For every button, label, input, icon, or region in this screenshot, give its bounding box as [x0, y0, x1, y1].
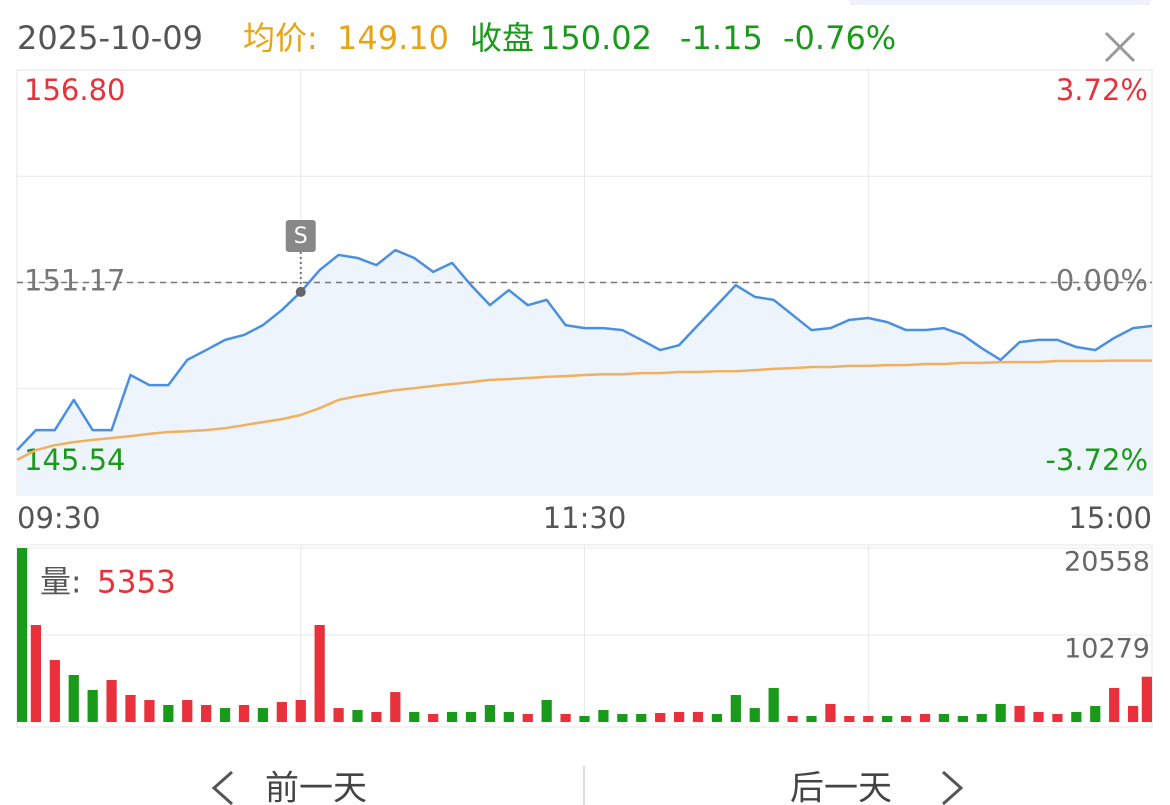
volume-bar: [465, 712, 477, 722]
volume-bar: [182, 699, 193, 722]
avg-price: 149.10: [337, 19, 449, 57]
volume-bar: [749, 708, 760, 722]
volume-bar: [446, 712, 458, 722]
avg-label: 均价:: [243, 19, 318, 57]
volume-bar: [17, 548, 28, 722]
volume-bar: [484, 704, 496, 722]
volume-value: 5353: [97, 565, 176, 601]
volume-bar: [333, 708, 344, 722]
top-strip: [850, 0, 1150, 5]
marker-box: [285, 220, 316, 252]
prev-day: 前一天: [265, 769, 367, 805]
price-area: [17, 250, 1152, 495]
volume-bar: [163, 704, 174, 722]
volume-bar: [787, 715, 798, 722]
volume-bar: [257, 708, 269, 722]
volume-bar: [201, 704, 212, 722]
y-tick-label: 156.80: [24, 73, 125, 107]
volume-bar: [503, 712, 514, 722]
y2-tick-label: -3.72%: [1045, 443, 1148, 477]
volume-bar: [144, 699, 155, 722]
avg-line: [16, 359, 1152, 462]
close-price: 150.02: [540, 19, 652, 57]
volume-bar: [30, 625, 42, 722]
x-tick-label: 15:00: [1068, 501, 1152, 535]
y-tick-label: 10279: [1064, 634, 1150, 665]
volume-bar: [219, 708, 231, 722]
volume-bar: [352, 709, 363, 722]
x-tick-label: 11:30: [543, 501, 627, 535]
volume-bar: [541, 699, 552, 722]
chevron-right: [942, 770, 964, 805]
volume-bar: [68, 675, 79, 722]
volume-bar: [938, 714, 950, 722]
volume-bar: [390, 692, 401, 722]
volume-bar: [238, 704, 250, 722]
volume-bar: [314, 625, 325, 722]
volume-bar: [560, 714, 571, 722]
volume-bar: [295, 699, 306, 722]
volume-bar: [1052, 714, 1063, 722]
date: 2025-10-09: [17, 19, 203, 57]
y-tick-label: 20558: [1064, 547, 1150, 578]
volume-bar: [976, 714, 987, 722]
volume-bar: [768, 687, 779, 722]
volume-bar: [882, 715, 893, 722]
y2-tick-label: 0.00%: [1056, 264, 1148, 298]
x-tick-label: 09:30: [17, 501, 101, 535]
chevron-left: [211, 770, 233, 805]
volume-bar: [730, 695, 741, 722]
volume-bar: [276, 702, 287, 722]
change: -1.15: [680, 19, 763, 57]
volume-bar: [673, 712, 685, 722]
volume-bar: [1127, 706, 1139, 722]
volume-bar: [409, 712, 420, 722]
volume-bar: [1090, 706, 1101, 722]
volume-bar: [617, 714, 628, 722]
next-day-button[interactable]: 后一天: [790, 769, 964, 805]
change-pct: -0.76%: [783, 19, 896, 57]
volume-bar: [598, 709, 609, 722]
volume-bar: [863, 715, 874, 722]
next-day: 后一天: [790, 769, 892, 805]
marker-label: S: [294, 224, 308, 249]
volume-bar: [919, 714, 931, 722]
volume-bar: [1014, 706, 1025, 722]
volume-bar: [806, 715, 817, 722]
volume-bar: [844, 715, 855, 722]
volume-bar: [636, 714, 647, 722]
volume-bar: [825, 703, 836, 722]
volume-bar: [579, 715, 590, 722]
volume-bar: [900, 715, 912, 722]
volume-bar: [995, 703, 1006, 722]
volume-bar: [655, 713, 666, 722]
volume-label: 量:: [40, 565, 81, 601]
volume-bar: [87, 690, 98, 722]
volume-bar: [1141, 676, 1152, 722]
marker-point: [295, 286, 306, 297]
volume-bar: [125, 695, 136, 722]
close-button[interactable]: [1100, 28, 1140, 68]
volume-bar: [428, 714, 439, 722]
volume-bar: [957, 715, 968, 722]
volume-bar: [711, 714, 723, 722]
prev-day-button[interactable]: 前一天: [211, 769, 367, 805]
volume-bar: [371, 712, 382, 722]
price-line: [16, 248, 1153, 451]
volume-bar: [106, 680, 117, 722]
volume-bar: [1033, 712, 1044, 722]
volume-bar: [49, 660, 60, 722]
y2-tick-label: 3.72%: [1056, 73, 1148, 107]
volume-bar: [1071, 712, 1082, 722]
volume-bar: [692, 712, 704, 722]
y-tick-label: 151.17: [24, 264, 125, 298]
volume-bar: [1109, 687, 1120, 722]
volume-bar: [522, 714, 533, 722]
close-label: 收盘: [470, 19, 534, 57]
